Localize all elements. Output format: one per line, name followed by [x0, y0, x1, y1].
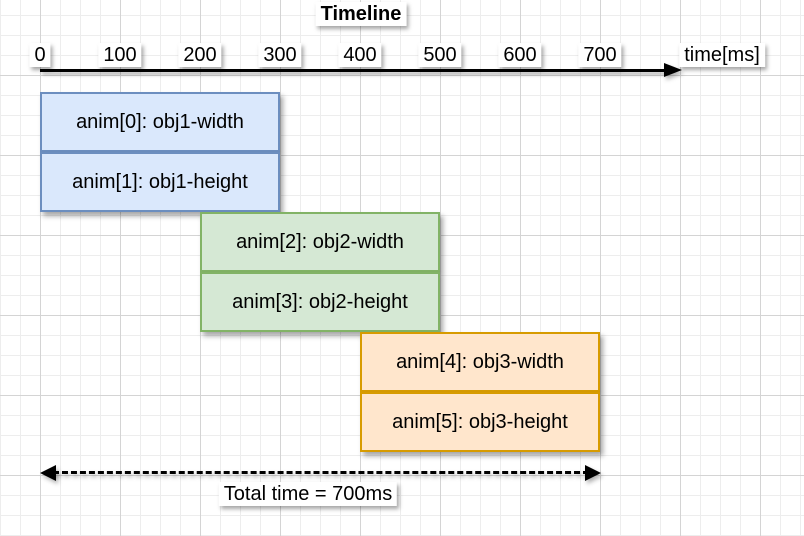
- arrowhead-right-icon: [585, 465, 601, 481]
- axis-tick-0: 0: [29, 43, 51, 67]
- bar-anim-2: anim[2]: obj2-width: [200, 212, 440, 272]
- bar-anim-1: anim[1]: obj1-height: [40, 152, 280, 212]
- total-time-dashed-line: [53, 471, 589, 474]
- bar-anim-3: anim[3]: obj2-height: [200, 272, 440, 332]
- total-time-label: Total time = 700ms: [218, 482, 398, 506]
- axis-arrowhead-icon: [664, 63, 682, 77]
- diagram-title: Timeline: [315, 2, 407, 26]
- axis-tick-500: 500: [418, 43, 462, 67]
- axis-tick-600: 600: [498, 43, 542, 67]
- axis-tick-100: 100: [98, 43, 142, 67]
- axis-line: [40, 69, 666, 72]
- axis-tick-200: 200: [178, 43, 222, 67]
- bar-anim-0: anim[0]: obj1-width: [40, 92, 280, 152]
- axis-tick-700: 700: [578, 43, 622, 67]
- arrowhead-left-icon: [40, 465, 56, 481]
- bar-anim-4: anim[4]: obj3-width: [360, 332, 600, 392]
- axis-unit-label: time[ms]: [679, 43, 765, 67]
- axis-tick-300: 300: [258, 43, 302, 67]
- bar-anim-5: anim[5]: obj3-height: [360, 392, 600, 452]
- axis-tick-400: 400: [338, 43, 382, 67]
